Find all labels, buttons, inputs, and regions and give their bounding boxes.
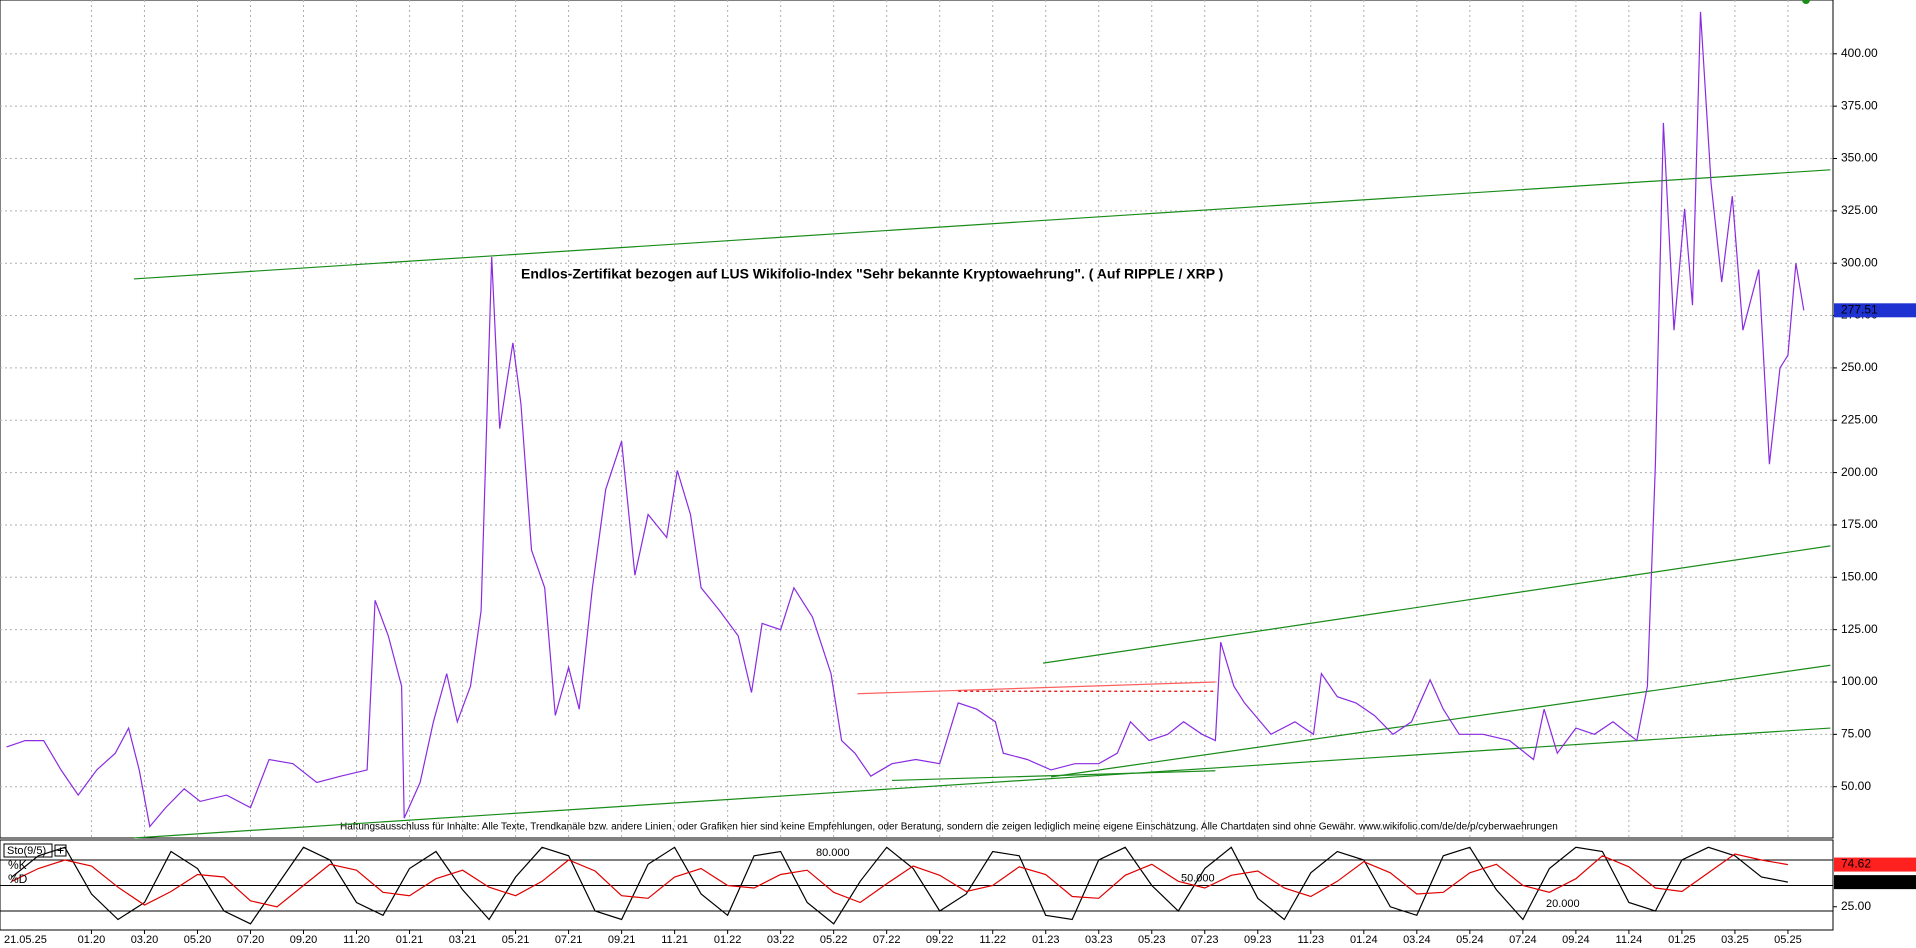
- marker-dot: [1802, 0, 1810, 4]
- last-value-box: [1834, 303, 1916, 318]
- x-tick-label: 03.24: [1403, 934, 1431, 946]
- x-tick-label: 03.22: [767, 934, 795, 946]
- y-tick-label: 400.00: [1841, 46, 1878, 60]
- y-tick-label: 200.00: [1841, 465, 1878, 479]
- x-tick-label: 03.23: [1085, 934, 1113, 946]
- indicator-legend-box[interactable]: [3, 843, 53, 858]
- series-line: [11, 853, 1789, 908]
- y-tick-label: 250.00: [1841, 360, 1878, 374]
- series-line: [6, 11, 1805, 828]
- y-tick-label: 350.00: [1841, 151, 1878, 165]
- x-tick-label: 05.24: [1456, 934, 1484, 946]
- y-tick-label: 300.00: [1841, 255, 1878, 269]
- x-tick-label: 03.21: [449, 934, 477, 946]
- x-tick-label: 11.20: [343, 934, 370, 946]
- x-tick-label: 11.21: [661, 934, 688, 946]
- trend-line: [857, 681, 1216, 695]
- date-label: 21.05.25: [4, 934, 47, 946]
- legend-entry: %D: [8, 872, 28, 886]
- x-tick-label: 05.21: [502, 934, 530, 946]
- x-tick-label: 01.20: [78, 934, 106, 946]
- x-tick-label: 07.24: [1509, 934, 1537, 946]
- x-tick-label: 07.20: [237, 934, 265, 946]
- disclaimer: Haftungsausschluss für Inhalte: Alle Tex…: [340, 822, 1558, 833]
- y-tick-label: 325.00: [1841, 203, 1878, 217]
- x-tick-label: 09.21: [608, 934, 636, 946]
- legend-entry: %K: [8, 858, 27, 872]
- annotation: Endlos-Zertifikat bezogen auf LUS Wikifo…: [521, 266, 1223, 282]
- trend-line: [133, 169, 1831, 280]
- y-tick-label: 150.00: [1841, 569, 1878, 583]
- y-tick-label: 75.00: [1841, 727, 1871, 741]
- x-tick-label: 07.21: [555, 934, 583, 946]
- price-panel: [0, 0, 1834, 839]
- trend-line: [891, 770, 1216, 782]
- indicator-title: Sto(9/5): [7, 845, 46, 857]
- y-tick-label: 100.00: [1841, 674, 1878, 688]
- last-value-box: [1834, 857, 1916, 872]
- x-tick-label: 09.20: [290, 934, 318, 946]
- trend-line: [1050, 664, 1831, 778]
- x-tick-label: 03.25: [1721, 934, 1749, 946]
- level-label: 20.000: [1546, 898, 1580, 910]
- x-tick-label: 07.23: [1191, 934, 1219, 946]
- x-tick-label: 01.22: [714, 934, 742, 946]
- x-tick-label: 01.21: [396, 934, 424, 946]
- x-tick-label: 05.23: [1138, 934, 1166, 946]
- x-tick-label: 11.24: [1616, 934, 1643, 946]
- y-tick-label: 50.00: [1841, 779, 1871, 793]
- last-value-label: 74.62: [1841, 857, 1871, 871]
- series-line: [11, 846, 1789, 925]
- x-tick-label: 09.22: [926, 934, 954, 946]
- last-value-label: 277.51: [1841, 302, 1878, 316]
- x-tick-label: 05.22: [820, 934, 848, 946]
- x-tick-label: 01.24: [1350, 934, 1378, 946]
- x-tick-label: 03.20: [131, 934, 159, 946]
- x-tick-label: 11.22: [979, 934, 1006, 946]
- trend-line: [1042, 545, 1831, 664]
- trend-line: [133, 727, 1831, 839]
- x-tick-label: 01.25: [1668, 934, 1696, 946]
- x-tick-label: 05.25: [1774, 934, 1802, 946]
- y-tick-label: 125.00: [1841, 622, 1878, 636]
- x-tick-label: 07.22: [873, 934, 901, 946]
- level-label: 80.000: [816, 847, 850, 859]
- last-value-box: [1834, 875, 1916, 890]
- y-tick-label: 375.00: [1841, 98, 1878, 112]
- x-tick-label: 11.23: [1297, 934, 1324, 946]
- x-tick-label: 01.23: [1032, 934, 1060, 946]
- y-tick-label: 175.00: [1841, 517, 1878, 531]
- x-tick-label: 05.20: [184, 934, 212, 946]
- level-label: 50.000: [1181, 872, 1215, 884]
- last-value-label: 53.97: [1841, 874, 1871, 888]
- x-tick-label: 09.23: [1244, 934, 1272, 946]
- x-tick-label: 09.24: [1562, 934, 1590, 946]
- y-tick-label: 25.00: [1841, 899, 1871, 913]
- y-tick-label: 225.00: [1841, 412, 1878, 426]
